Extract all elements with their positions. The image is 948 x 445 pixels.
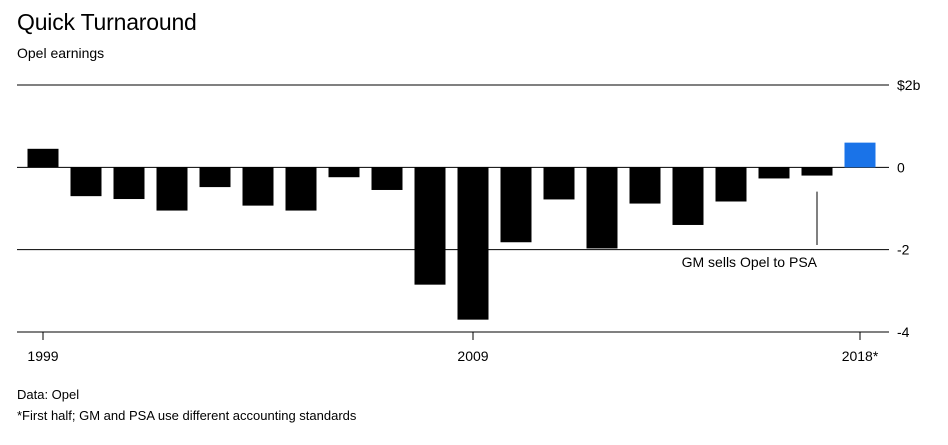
gridlines	[17, 84, 889, 333]
bar	[199, 167, 231, 188]
chart-title: Quick Turnaround	[17, 9, 197, 35]
bar	[500, 167, 532, 243]
footnote: *First half; GM and PSA use different ac…	[17, 408, 357, 423]
bar	[844, 142, 876, 168]
bar	[801, 167, 833, 176]
bar	[328, 167, 360, 178]
bar	[715, 167, 747, 202]
bar	[113, 167, 145, 200]
y-tick-label: -2	[897, 242, 910, 258]
bar	[629, 167, 661, 204]
y-tick-label: -4	[897, 324, 910, 340]
bar	[242, 167, 274, 206]
annotation-label: GM sells Opel to PSA	[682, 254, 818, 270]
bar	[285, 167, 317, 211]
bar	[543, 167, 575, 200]
bar	[371, 167, 403, 190]
x-axis: 1999 2009 2018*	[27, 332, 879, 364]
bars	[27, 142, 876, 320]
chart-subtitle: Opel earnings	[17, 45, 105, 61]
bar	[457, 167, 489, 320]
y-tick-label: 0	[897, 159, 905, 175]
annotations: GM sells Opel to PSA	[682, 191, 818, 270]
source-note: Data: Opel	[17, 387, 80, 402]
x-tick-label: 2009	[457, 348, 488, 364]
bar	[672, 167, 704, 225]
bar	[156, 167, 188, 211]
bar	[70, 167, 102, 197]
bar	[27, 148, 59, 168]
bar	[758, 167, 790, 179]
x-tick-label: 1999	[27, 348, 58, 364]
bar	[414, 167, 446, 285]
bar	[586, 167, 618, 249]
y-axis-labels: $2b 0 -2 -4	[897, 77, 921, 340]
y-tick-label: $2b	[897, 77, 921, 93]
x-tick-label: 2018*	[842, 348, 879, 364]
